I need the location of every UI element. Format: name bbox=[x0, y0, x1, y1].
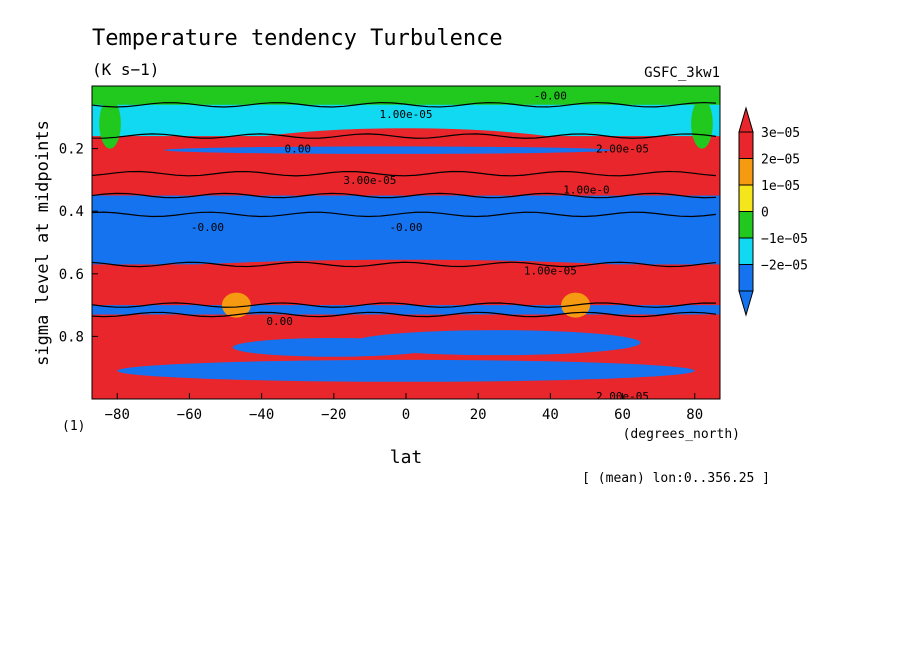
x-tick-label: 80 bbox=[686, 407, 703, 423]
field-band bbox=[92, 86, 720, 106]
contour-label: 2.00e-05 bbox=[596, 143, 649, 156]
x-tick-label: −60 bbox=[177, 407, 202, 423]
colorbar-segment bbox=[738, 158, 754, 186]
y-tick-label: 0.8 bbox=[59, 329, 84, 345]
x-axis-label: lat bbox=[390, 447, 423, 468]
field-lobe bbox=[117, 175, 370, 194]
x-axis: −80 −60 −40 −20 0 20 40 60 80 bbox=[105, 393, 703, 423]
contour-label: -0.00 bbox=[534, 89, 567, 102]
field-lobe bbox=[207, 128, 605, 182]
y-tick-label: 0.4 bbox=[59, 204, 84, 220]
field-lobe bbox=[117, 359, 695, 382]
contour-line bbox=[92, 311, 717, 318]
field-band bbox=[92, 314, 720, 399]
contour-line bbox=[92, 192, 717, 199]
contour-line bbox=[92, 101, 717, 108]
colorbar-segment bbox=[738, 211, 754, 239]
contour-line bbox=[92, 261, 717, 268]
field-lobe bbox=[99, 98, 121, 149]
colorbar-segment bbox=[738, 237, 754, 265]
y-tick-label: 0.2 bbox=[59, 142, 84, 158]
chart-units: (K s−1) bbox=[92, 60, 159, 79]
colorbar-label: −1e−05 bbox=[761, 232, 808, 247]
plot-area: -0.00 1.00e-05 0.00 2.00e-05 3.00e-05 1.00e-0… bbox=[91, 85, 721, 400]
contour-label: 1.00e-05 bbox=[380, 108, 433, 121]
footnote: [ (mean) lon:0..356.25 ] bbox=[582, 471, 770, 486]
y-tick-label: 0.6 bbox=[59, 267, 84, 283]
colorbar-label: 2e−05 bbox=[761, 153, 800, 168]
colorbar-bottom-arrow bbox=[738, 290, 754, 317]
contour-line bbox=[92, 211, 717, 218]
chart-title: Temperature tendency Turbulence bbox=[92, 26, 503, 51]
x-axis-units: (degrees_north) bbox=[623, 427, 740, 442]
contour-label: 0.00 bbox=[284, 143, 311, 156]
y-axis-units: (1) bbox=[62, 419, 85, 434]
field-lobe bbox=[117, 259, 695, 292]
x-tick-label: −40 bbox=[249, 407, 274, 423]
contour-label: -0.00 bbox=[191, 221, 224, 234]
x-tick-label: −80 bbox=[105, 407, 130, 423]
x-tick-label: 40 bbox=[542, 407, 559, 423]
colorbar-label: 3e−05 bbox=[761, 126, 800, 141]
x-tick-label: −20 bbox=[321, 407, 346, 423]
contour-label: -0.00 bbox=[389, 221, 422, 234]
colorbar-segment bbox=[738, 131, 754, 159]
x-tick-label: 60 bbox=[614, 407, 631, 423]
field-lobe bbox=[221, 292, 251, 318]
field-band bbox=[92, 305, 720, 315]
colorbar-segment bbox=[738, 264, 754, 292]
contour-label: 0.00 bbox=[266, 315, 293, 328]
colorbar: 3e−05 2e−05 1e−05 0 −1e−05 −2e−05 bbox=[738, 106, 808, 317]
field-lobe bbox=[351, 330, 641, 356]
colorbar-label: −2e−05 bbox=[761, 259, 808, 274]
field-lobe bbox=[164, 146, 612, 154]
colorbar-segment bbox=[738, 184, 754, 212]
x-tick-label: 0 bbox=[402, 407, 410, 423]
x-tick-label: 20 bbox=[470, 407, 487, 423]
field-lobe bbox=[691, 98, 713, 149]
contour-line bbox=[92, 133, 717, 139]
contour-label: 3.00e-05 bbox=[343, 174, 396, 187]
field-band bbox=[92, 195, 720, 215]
field-lobe bbox=[110, 208, 702, 271]
colorbar-label: 1e−05 bbox=[761, 179, 800, 194]
field-lobe bbox=[460, 175, 713, 194]
colorbar-top-arrow bbox=[738, 106, 754, 133]
contour-line bbox=[92, 302, 717, 308]
source-label: GSFC_3kw1 bbox=[644, 65, 720, 81]
contour-label: 1.00e-05 bbox=[524, 265, 577, 278]
y-axis-label: sigma level at midpoints bbox=[33, 120, 53, 366]
colorbar-label: 0 bbox=[761, 206, 769, 221]
y-axis: 0.2 0.4 0.6 0.8 bbox=[59, 142, 98, 345]
contour-label: 1.00e-0 bbox=[563, 183, 609, 196]
contour-line bbox=[92, 170, 717, 177]
